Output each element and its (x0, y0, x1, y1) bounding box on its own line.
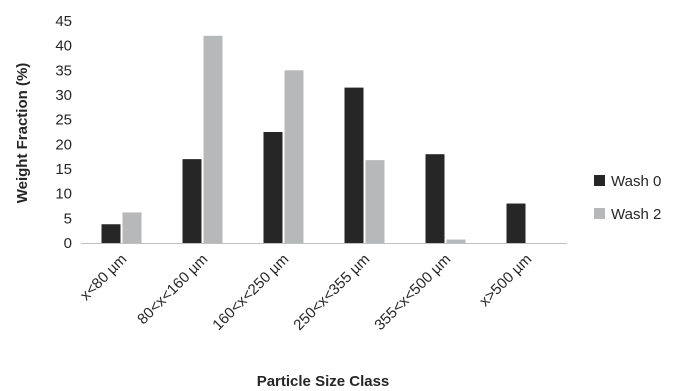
bar-wash-2 (122, 212, 142, 243)
x-tick-label: 250<x<355 µm (290, 251, 373, 334)
x-tick-label: x>500 µm (476, 251, 535, 310)
legend-swatch (594, 175, 605, 186)
bar-wash-0 (506, 203, 526, 243)
y-tick-label: 40 (55, 38, 72, 55)
x-axis-title: Particle Size Class (257, 373, 390, 390)
bar-wash-0 (344, 87, 364, 243)
bar-wash-2 (446, 239, 466, 243)
y-tick-label: 45 (55, 13, 72, 30)
bar-wash-0 (182, 159, 202, 243)
bar-wash-0 (425, 154, 445, 243)
x-tick-label: 160<x<250 µm (209, 251, 292, 334)
bar-wash-0 (263, 132, 283, 243)
x-tick-label: x<80 µm (77, 251, 130, 304)
bar-wash-2 (365, 160, 385, 243)
y-tick-label: 10 (55, 186, 72, 203)
y-axis-ticks: 0 5 10 15 20 25 30 35 40 45 (55, 13, 72, 252)
legend-label: Wash 0 (611, 173, 661, 190)
y-tick-label: 20 (55, 136, 72, 153)
bar-wash-2 (284, 70, 304, 243)
y-axis-title: Weight Fraction (%) (14, 63, 31, 204)
bar-wash-2 (203, 35, 223, 243)
y-tick-label: 25 (55, 112, 72, 129)
legend-label: Wash 2 (611, 206, 661, 223)
y-tick-label: 5 (64, 210, 72, 227)
x-tick-label: 355<x<500 µm (371, 251, 454, 334)
legend: Wash 0 Wash 2 (594, 173, 661, 223)
y-tick-label: 30 (55, 87, 72, 104)
y-tick-label: 35 (55, 62, 72, 79)
x-tick-label: 80<x<160 µm (134, 251, 211, 328)
y-tick-label: 0 (64, 235, 72, 252)
legend-swatch (594, 208, 605, 219)
bars (101, 35, 526, 243)
bar-wash-0 (101, 224, 121, 243)
y-tick-label: 15 (55, 161, 72, 178)
